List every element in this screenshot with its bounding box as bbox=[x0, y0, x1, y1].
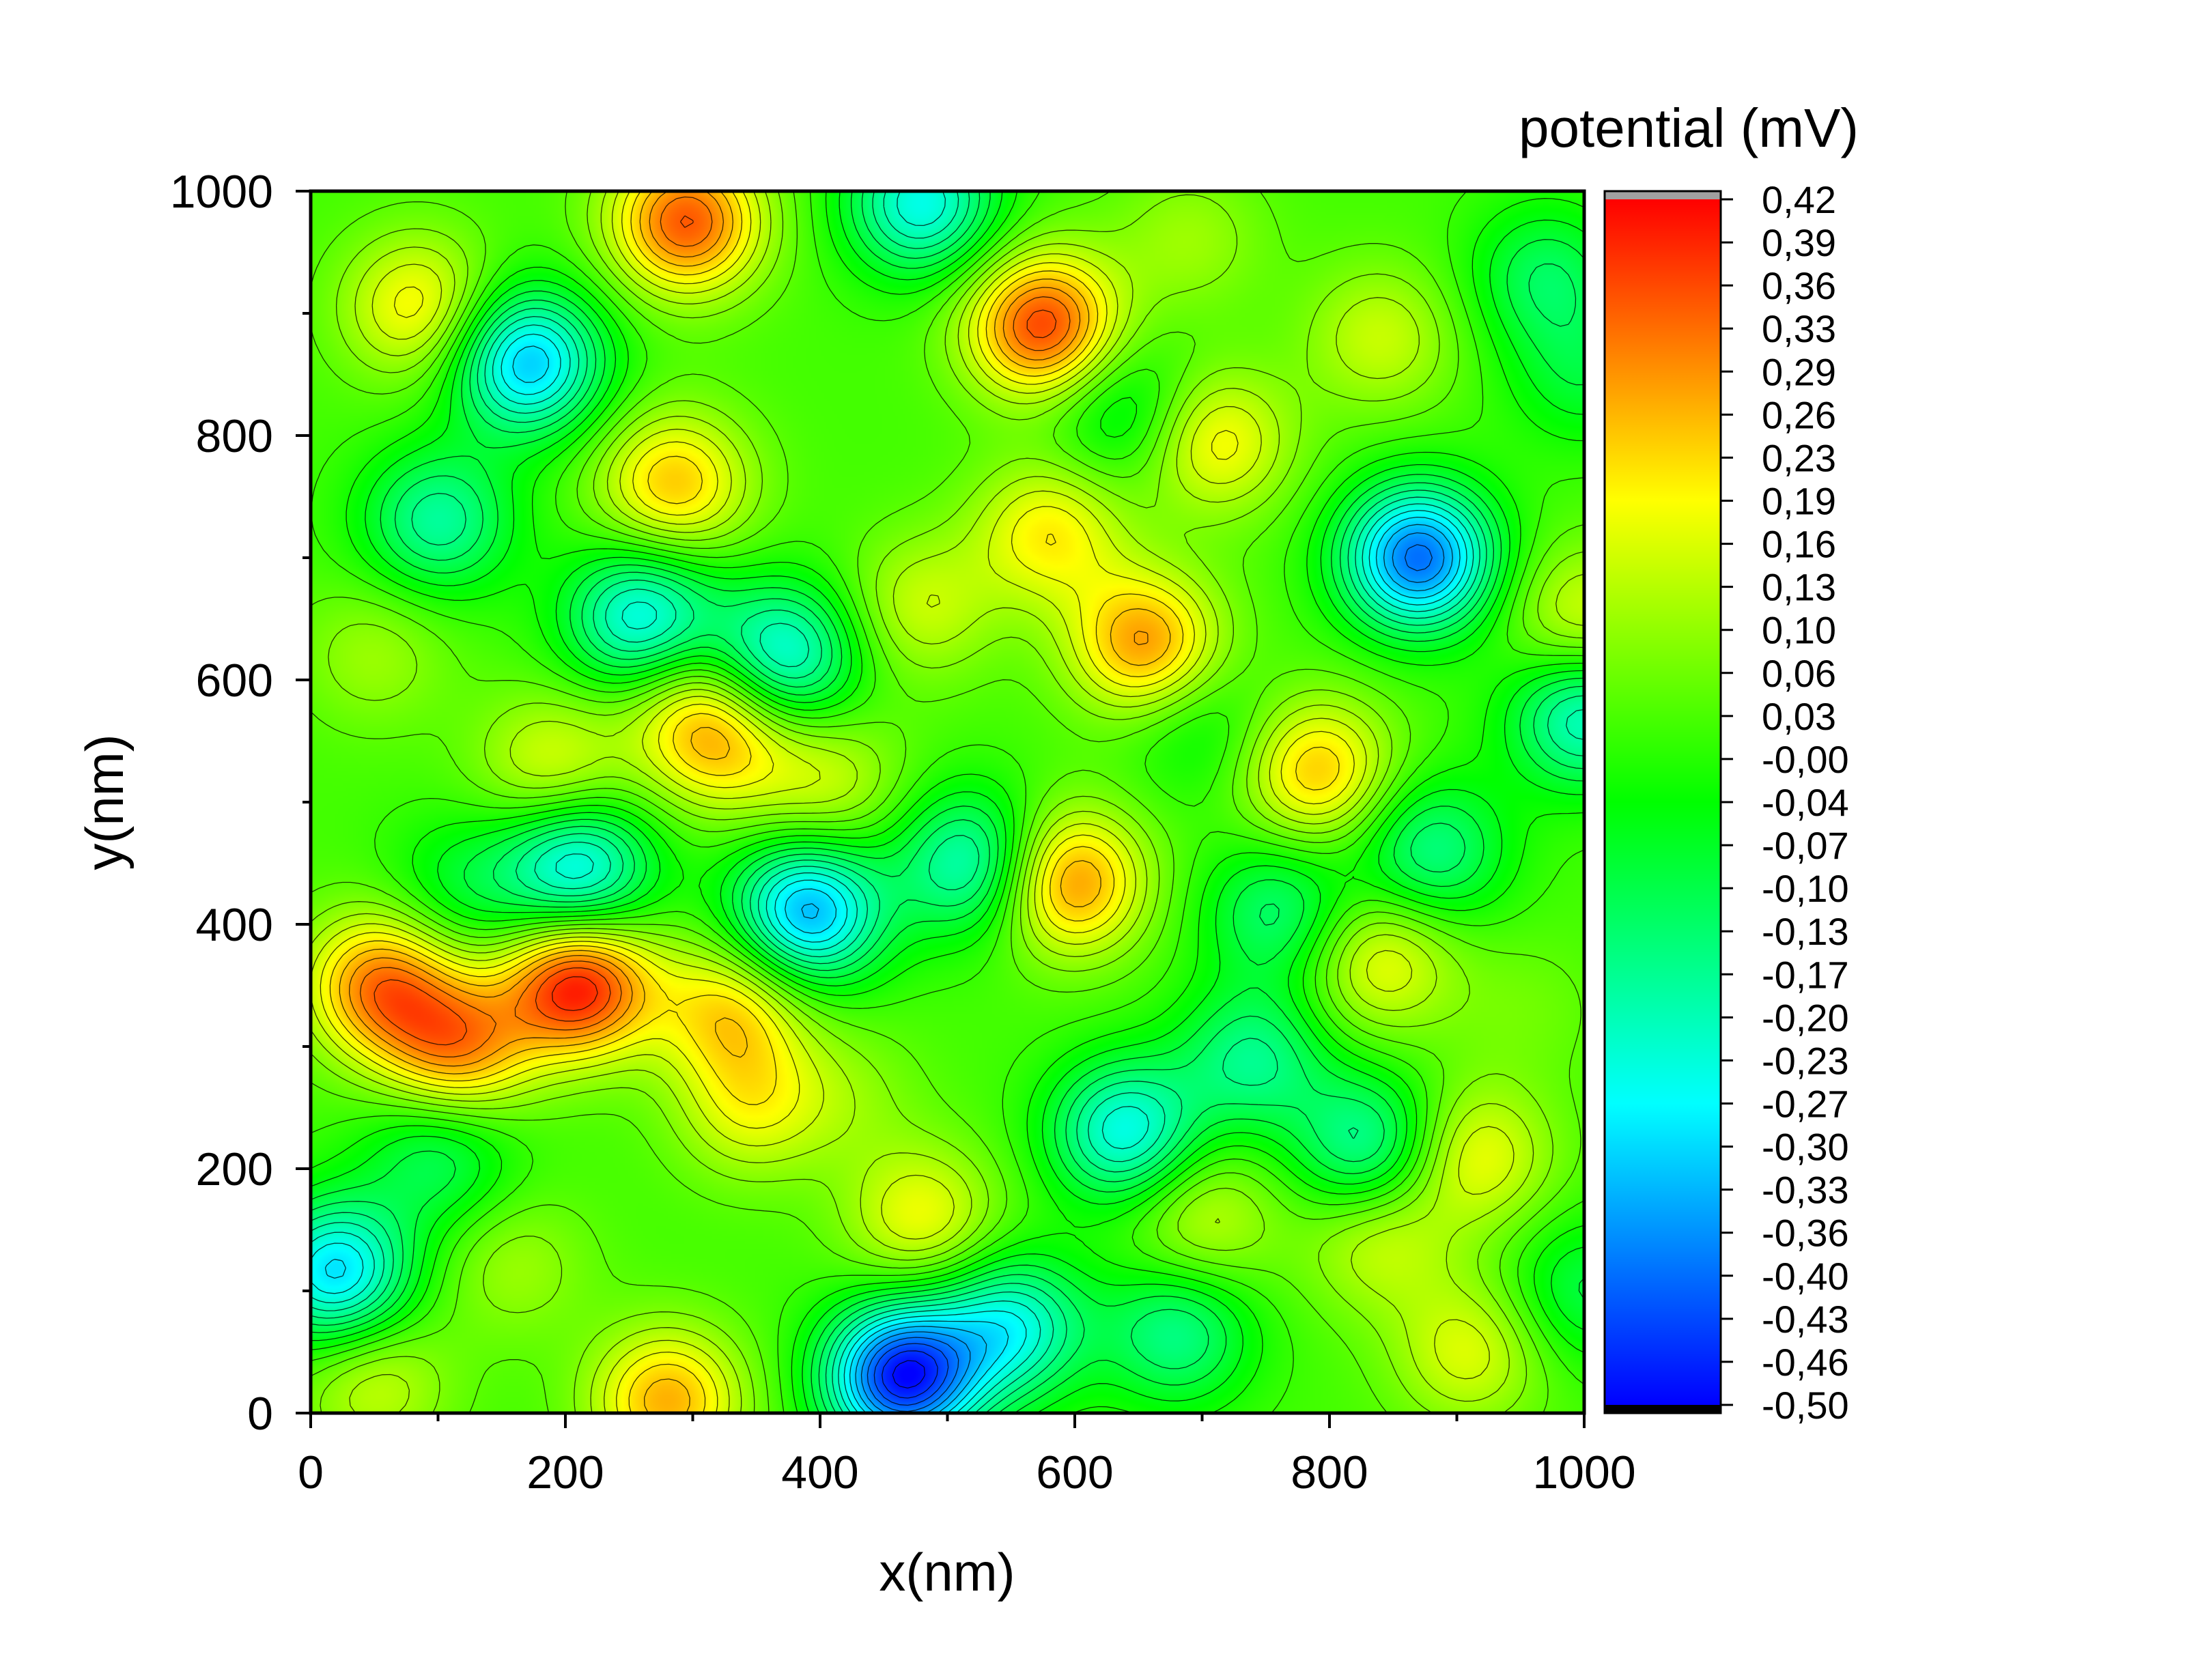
colorbar-tick-label: -0,17 bbox=[1762, 953, 1849, 996]
colorbar-tick-label: 0,23 bbox=[1762, 436, 1836, 479]
y-tick-label: 0 bbox=[247, 1388, 273, 1440]
colorbar-tick-label: 0,26 bbox=[1762, 393, 1836, 436]
x-tick-label: 400 bbox=[781, 1447, 858, 1498]
colorbar-ticks: 0,420,390,360,330,290,260,230,190,160,13… bbox=[1721, 178, 1849, 1427]
y-tick-label: 600 bbox=[196, 655, 273, 707]
colorbar-tick-label: -0,04 bbox=[1762, 781, 1849, 824]
y-tick-label: 800 bbox=[196, 410, 273, 462]
colorbar-gradient bbox=[1605, 199, 1721, 1405]
colorbar-tick-label: 0,39 bbox=[1762, 221, 1836, 264]
colorbar: potential (mV) 0,420,390,360,330,290,260… bbox=[1519, 98, 1859, 1427]
colorbar-tick-label: -0,43 bbox=[1762, 1298, 1849, 1341]
colorbar-tick-label: -0,27 bbox=[1762, 1083, 1849, 1126]
colorbar-tick-label: 0,10 bbox=[1762, 609, 1836, 652]
x-tick-label: 0 bbox=[298, 1447, 324, 1498]
x-tick-label: 200 bbox=[526, 1447, 604, 1498]
x-tick-label: 600 bbox=[1036, 1447, 1113, 1498]
x-tick-label: 1000 bbox=[1532, 1447, 1635, 1498]
colorbar-tick-label: 0,36 bbox=[1762, 264, 1836, 307]
colorbar-tick-label: 0,13 bbox=[1762, 566, 1836, 609]
colorbar-tick-label: -0,46 bbox=[1762, 1341, 1849, 1384]
colorbar-tick-label: 0,19 bbox=[1762, 480, 1836, 523]
y-tick-label: 1000 bbox=[170, 166, 273, 218]
x-axis: 0 200 400 600 800 1000 bbox=[298, 1413, 1636, 1498]
colorbar-tick-label: -0,50 bbox=[1762, 1384, 1849, 1427]
colorbar-tick-label: 0,03 bbox=[1762, 695, 1836, 738]
colorbar-tick-label: -0,07 bbox=[1762, 824, 1849, 867]
plot-area bbox=[309, 189, 1586, 1415]
colorbar-cap-top bbox=[1605, 191, 1721, 199]
x-tick-label: 800 bbox=[1291, 1447, 1368, 1498]
colorbar-tick-label: 0,33 bbox=[1762, 307, 1836, 350]
colorbar-tick-label: -0,10 bbox=[1762, 867, 1849, 910]
colorbar-tick-label: -0,20 bbox=[1762, 996, 1849, 1039]
colorbar-tick-label: 0,16 bbox=[1762, 523, 1836, 566]
y-tick-label: 200 bbox=[196, 1143, 273, 1195]
colorbar-tick-label: -0,23 bbox=[1762, 1039, 1849, 1082]
colorbar-title: potential (mV) bbox=[1519, 98, 1859, 158]
y-tick-label: 400 bbox=[196, 899, 273, 951]
contour-path bbox=[310, 190, 1585, 1414]
colorbar-cap-bottom bbox=[1605, 1405, 1721, 1413]
y-axis-label: y(nm) bbox=[74, 734, 135, 870]
colorbar-tick-label: 0,06 bbox=[1762, 652, 1836, 695]
colorbar-tick-label: -0,40 bbox=[1762, 1255, 1849, 1298]
contour-lines bbox=[310, 190, 1585, 1414]
colorbar-tick-label: 0,42 bbox=[1762, 178, 1836, 221]
colorbar-tick-label: -0,33 bbox=[1762, 1169, 1849, 1212]
colorbar-tick-label: 0,29 bbox=[1762, 350, 1836, 393]
colorbar-tick-label: -0,00 bbox=[1762, 738, 1849, 781]
colorbar-tick-label: -0,36 bbox=[1762, 1212, 1849, 1255]
colorbar-tick-label: -0,30 bbox=[1762, 1126, 1849, 1169]
colorbar-tick-label: -0,13 bbox=[1762, 910, 1849, 953]
y-axis: 0 200 400 600 800 1000 bbox=[170, 166, 311, 1440]
x-axis-label: x(nm) bbox=[879, 1542, 1015, 1602]
